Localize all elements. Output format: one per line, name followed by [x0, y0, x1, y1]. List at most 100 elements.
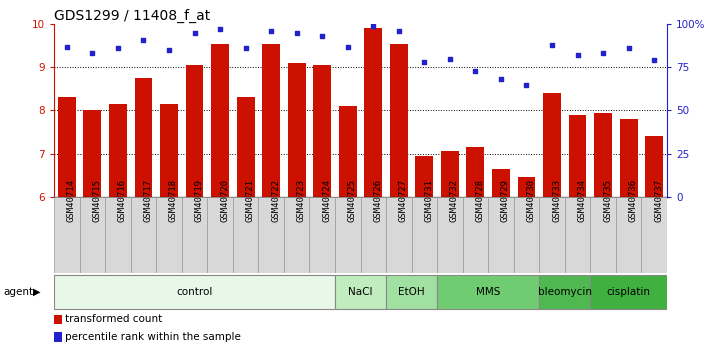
Bar — [288, 63, 306, 197]
Text: GSM40715: GSM40715 — [92, 179, 102, 222]
Point — [138, 37, 149, 42]
Point — [444, 56, 456, 61]
Text: EtOH: EtOH — [398, 287, 425, 297]
Text: percentile rank within the sample: percentile rank within the sample — [65, 332, 241, 342]
Bar — [360, 197, 386, 273]
Bar — [463, 197, 488, 273]
Point — [368, 23, 379, 29]
Point — [87, 51, 98, 56]
Bar — [569, 115, 586, 197]
Bar — [518, 177, 536, 197]
Bar — [590, 197, 616, 273]
Bar — [309, 197, 335, 273]
Bar — [539, 275, 590, 308]
Bar — [105, 197, 131, 273]
Point — [214, 27, 226, 32]
Text: GDS1299 / 11408_f_at: GDS1299 / 11408_f_at — [54, 9, 211, 23]
Text: GSM40720: GSM40720 — [220, 179, 229, 222]
Text: GSM40734: GSM40734 — [578, 179, 587, 222]
Bar — [437, 197, 463, 273]
Text: GSM40730: GSM40730 — [526, 179, 536, 222]
Bar — [54, 275, 335, 308]
Text: GSM40725: GSM40725 — [348, 179, 357, 222]
Bar — [513, 197, 539, 273]
Bar — [412, 197, 437, 273]
Point — [572, 52, 583, 58]
Text: GSM40718: GSM40718 — [169, 179, 178, 222]
Bar — [539, 197, 565, 273]
Point — [61, 44, 73, 49]
Point — [291, 30, 302, 36]
Text: GSM40728: GSM40728 — [475, 179, 485, 222]
Point — [419, 59, 430, 65]
Bar — [284, 197, 309, 273]
Bar — [488, 197, 514, 273]
Text: GSM40717: GSM40717 — [143, 179, 152, 222]
Bar — [415, 156, 433, 197]
Bar — [492, 169, 510, 197]
Point — [317, 33, 328, 39]
Point — [189, 30, 200, 36]
Bar — [54, 197, 79, 273]
Point — [265, 28, 277, 34]
Bar — [236, 97, 255, 197]
Point — [521, 82, 532, 87]
Bar — [594, 112, 612, 197]
Text: bleomycin: bleomycin — [538, 287, 592, 297]
Text: cisplatin: cisplatin — [606, 287, 650, 297]
Point — [342, 44, 353, 49]
Text: GSM40736: GSM40736 — [629, 179, 637, 222]
Point — [648, 58, 660, 63]
Text: ▶: ▶ — [33, 287, 40, 297]
Point — [240, 46, 252, 51]
Text: GSM40719: GSM40719 — [195, 179, 203, 222]
Bar — [543, 93, 561, 197]
Bar — [262, 43, 280, 197]
Bar — [79, 197, 105, 273]
Text: GSM40716: GSM40716 — [118, 179, 127, 222]
Bar — [390, 43, 408, 197]
Bar — [616, 197, 642, 273]
Text: GSM40732: GSM40732 — [450, 179, 459, 222]
Bar — [386, 197, 412, 273]
Bar — [466, 147, 485, 197]
Bar — [258, 197, 284, 273]
Point — [393, 28, 404, 34]
Point — [597, 51, 609, 56]
Bar — [645, 136, 663, 197]
Text: GSM40724: GSM40724 — [322, 179, 331, 222]
Point — [469, 68, 481, 73]
Text: GSM40735: GSM40735 — [603, 179, 612, 222]
Text: control: control — [177, 287, 213, 297]
Bar — [131, 197, 156, 273]
Text: transformed count: transformed count — [65, 315, 162, 324]
Bar — [211, 43, 229, 197]
Bar — [313, 65, 331, 197]
Bar — [54, 315, 62, 324]
Bar — [386, 275, 437, 308]
Text: GSM40726: GSM40726 — [373, 179, 382, 222]
Text: GSM40733: GSM40733 — [552, 179, 561, 222]
Bar — [54, 332, 62, 342]
Text: NaCl: NaCl — [348, 287, 373, 297]
Point — [495, 77, 507, 82]
Text: GSM40731: GSM40731 — [425, 179, 433, 222]
Bar — [437, 275, 539, 308]
Bar — [339, 106, 357, 197]
Bar — [84, 110, 102, 197]
Bar — [185, 65, 203, 197]
Text: agent: agent — [4, 287, 34, 297]
Text: GSM40727: GSM40727 — [399, 179, 408, 222]
Bar — [619, 119, 637, 197]
Bar — [208, 197, 233, 273]
Bar — [565, 197, 590, 273]
Bar — [590, 275, 667, 308]
Text: GSM40714: GSM40714 — [67, 179, 76, 222]
Text: GSM40722: GSM40722 — [271, 179, 280, 222]
Point — [163, 47, 174, 53]
Text: GSM40721: GSM40721 — [246, 179, 255, 222]
Bar — [156, 197, 182, 273]
Bar — [441, 151, 459, 197]
Point — [623, 46, 634, 51]
Text: GSM40737: GSM40737 — [654, 179, 663, 222]
